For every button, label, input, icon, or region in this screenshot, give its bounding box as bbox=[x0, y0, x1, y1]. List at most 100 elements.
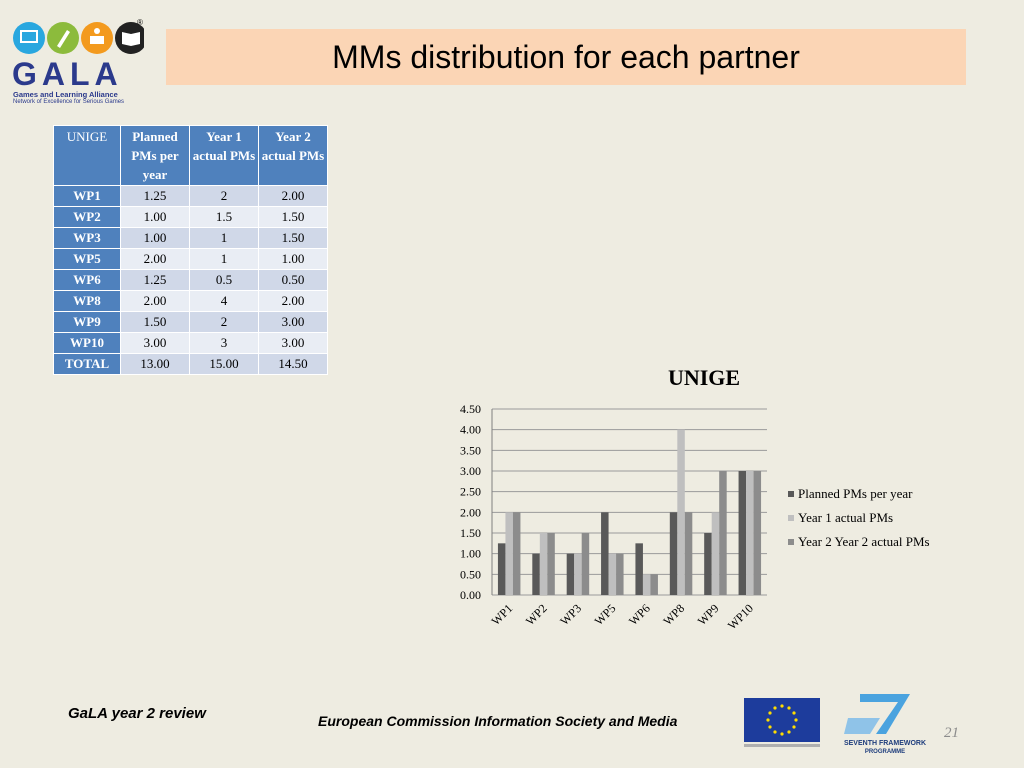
registered-mark: ® bbox=[137, 18, 143, 27]
bar bbox=[512, 512, 521, 595]
x-tick-label: WP3 bbox=[557, 601, 584, 628]
table-cell: 1 bbox=[189, 227, 259, 249]
table-cell: 1.50 bbox=[258, 206, 328, 228]
table-cell: 2.00 bbox=[120, 290, 190, 312]
table-row: WP6 1.25 0.5 0.50 bbox=[53, 269, 328, 291]
bar bbox=[677, 429, 685, 595]
table-cell: 1.25 bbox=[120, 185, 190, 207]
table-header-cell: UNIGE bbox=[53, 125, 121, 186]
table-row: WP9 1.50 2 3.00 bbox=[53, 311, 328, 333]
unige-bar-chart: UNIGE 0.00 0.50 1.00 1.50 2.00 2.50 3.00 3.50 4.0… bbox=[460, 365, 930, 632]
legend-label: Year 1 actual PMs bbox=[798, 510, 893, 525]
bar bbox=[684, 512, 693, 595]
bar bbox=[505, 512, 513, 595]
legend-swatch bbox=[788, 491, 794, 497]
table-cell: 3.00 bbox=[258, 332, 328, 354]
bar bbox=[753, 471, 762, 595]
bar bbox=[497, 543, 506, 595]
table-cell: 1.00 bbox=[120, 206, 190, 228]
table-cell: 2 bbox=[189, 185, 259, 207]
x-tick-label: WP5 bbox=[592, 601, 619, 628]
table-header-cell: Year 1 actual PMs bbox=[189, 125, 259, 186]
bar bbox=[642, 574, 651, 595]
table-cell: 4 bbox=[189, 290, 259, 312]
table-cell: 2.00 bbox=[258, 185, 328, 207]
bar bbox=[616, 553, 624, 595]
table-cell: 1.5 bbox=[189, 206, 259, 228]
table-cell: 15.00 bbox=[189, 353, 259, 375]
table-row-label: WP1 bbox=[53, 185, 121, 207]
table-cell: 3.00 bbox=[120, 332, 190, 354]
y-tick-label: 0.00 bbox=[460, 588, 481, 602]
logo-subtitle: Games and Learning Alliance bbox=[13, 90, 118, 99]
bar bbox=[635, 543, 643, 595]
eu-flag-logo bbox=[744, 698, 820, 747]
y-tick-label: 2.50 bbox=[460, 485, 481, 499]
slide-title: MMs distribution for each partner bbox=[332, 38, 800, 75]
x-tick-label: WP1 bbox=[488, 601, 515, 628]
bar bbox=[704, 533, 712, 595]
y-tick-label: 4.00 bbox=[460, 423, 481, 437]
table-row-label: WP2 bbox=[53, 206, 121, 228]
x-tick-label: WP9 bbox=[695, 601, 722, 628]
table-cell: 1.00 bbox=[120, 227, 190, 249]
table-row: WP1 1.25 2 2.00 bbox=[53, 185, 328, 207]
bar bbox=[711, 512, 720, 595]
page-number: 21 bbox=[944, 725, 959, 741]
gala-logo: ® GALA Games and Learning Alliance Netwo… bbox=[10, 18, 150, 106]
logo-tagline: Network of Excellence for Serious Games bbox=[13, 99, 125, 105]
x-tick-label: WP8 bbox=[660, 601, 687, 628]
bar bbox=[719, 471, 727, 595]
table-row-label: WP6 bbox=[53, 269, 121, 291]
y-tick-label: 0.50 bbox=[460, 567, 481, 581]
footer-review-label: GaLA year 2 review bbox=[68, 705, 206, 722]
table-row-label: WP5 bbox=[53, 248, 121, 270]
table-cell: 1.50 bbox=[120, 311, 190, 333]
logo-wordmark: GALA bbox=[12, 56, 123, 92]
legend-swatch bbox=[788, 515, 794, 521]
legend-swatch bbox=[788, 539, 794, 545]
table-cell: 2 bbox=[189, 311, 259, 333]
table-cell: 3.00 bbox=[258, 311, 328, 333]
table-cell: 14.50 bbox=[258, 353, 328, 375]
legend-label: Year 2 Year 2 actual PMs bbox=[798, 534, 930, 549]
table-row-label: WP3 bbox=[53, 227, 121, 249]
table-total-row: TOTAL 13.00 15.00 14.50 bbox=[53, 353, 328, 375]
bar bbox=[547, 533, 555, 595]
table-row-label: WP8 bbox=[53, 290, 121, 312]
x-tick-label: WP2 bbox=[523, 601, 550, 628]
table-header-row: UNIGE Planned PMs per year Year 1 actual… bbox=[53, 125, 328, 186]
bar bbox=[566, 553, 575, 595]
bar bbox=[539, 533, 548, 595]
y-tick-label: 3.00 bbox=[460, 464, 481, 478]
bar bbox=[746, 471, 754, 595]
legend-label: Planned PMs per year bbox=[798, 486, 913, 501]
slide-title-bar: MMs distribution for each partner bbox=[166, 29, 966, 85]
fp7-line2: PROGRAMME bbox=[865, 749, 905, 755]
bar bbox=[669, 512, 678, 595]
x-tick-label: WP10 bbox=[725, 601, 756, 632]
y-tick-label: 4.50 bbox=[460, 402, 481, 416]
table-cell: 1.00 bbox=[258, 248, 328, 270]
table-row-label: TOTAL bbox=[53, 353, 121, 375]
table-cell: 2.00 bbox=[120, 248, 190, 270]
bar bbox=[581, 533, 590, 595]
chart-title: UNIGE bbox=[668, 365, 740, 390]
footer-ec-label: European Commission Information Society … bbox=[318, 713, 678, 729]
table-row-label: WP10 bbox=[53, 332, 121, 354]
table-cell: 0.50 bbox=[258, 269, 328, 291]
table-cell: 2.00 bbox=[258, 290, 328, 312]
table-row-label: WP9 bbox=[53, 311, 121, 333]
table-header-cell: Year 2 actual PMs bbox=[258, 125, 328, 186]
bar bbox=[574, 553, 582, 595]
bar bbox=[601, 512, 609, 595]
table-row: WP3 1.00 1 1.50 bbox=[53, 227, 328, 249]
bar bbox=[532, 553, 540, 595]
y-tick-label: 1.00 bbox=[460, 547, 481, 561]
table-row: WP10 3.00 3 3.00 bbox=[53, 332, 328, 354]
table-row: WP2 1.00 1.5 1.50 bbox=[53, 206, 328, 228]
pm-table: UNIGE Planned PMs per year Year 1 actual… bbox=[53, 125, 328, 375]
table-row: WP8 2.00 4 2.00 bbox=[53, 290, 328, 312]
table-cell: 0.5 bbox=[189, 269, 259, 291]
bar bbox=[738, 471, 747, 595]
